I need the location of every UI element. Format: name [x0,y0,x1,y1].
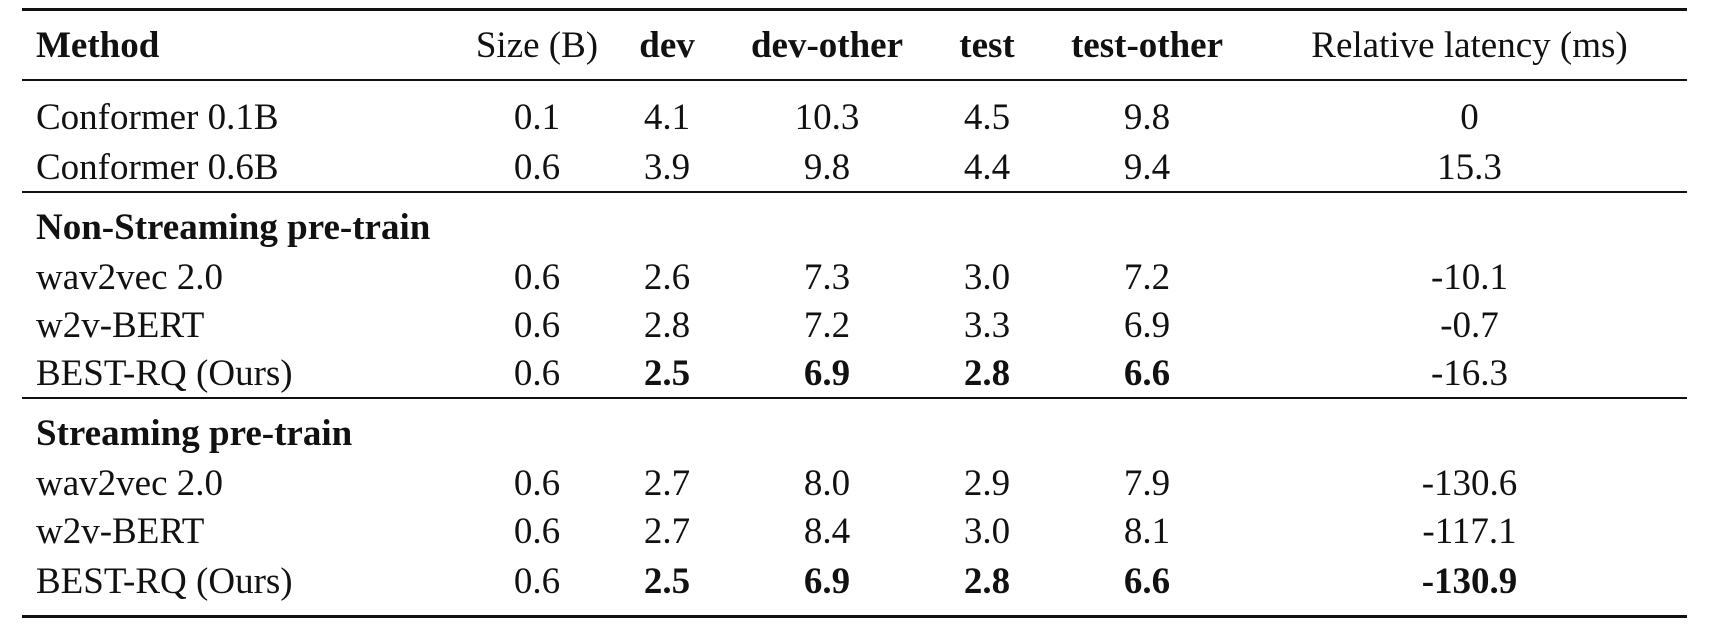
cell-relative-latency: -0.7 [1440,304,1499,346]
cell-test-other: 7.2 [1123,256,1171,298]
cell-size: 0.6 [513,560,561,602]
cell-test: 2.8 [963,560,1011,602]
cell-dev-other: 6.9 [803,560,851,602]
header-test-other: test-other [1070,24,1224,66]
cell-test-other: 8.1 [1123,510,1171,552]
table-body: Conformer 0.1B 0.1 4.1 10.3 4.5 9.8 0 Conformer… [22,80,1687,617]
cell-test: 4.5 [963,96,1011,138]
cell-relative-latency: -16.3 [1430,352,1509,394]
cell-relative-latency: -130.6 [1421,462,1518,504]
cell-relative-latency: -117.1 [1422,510,1517,552]
cell-dev-other: 7.3 [803,256,851,298]
cell-method: wav2vec 2.0 [36,462,223,504]
cell-method: w2v-BERT [36,304,205,346]
cell-size: 0.6 [513,304,561,346]
table-row: w2v-BERT 0.6 2.8 7.2 3.3 6.9 -0.7 [22,301,1687,349]
cell-size: 0.6 [513,352,561,394]
cell-dev: 3.9 [643,146,691,188]
cell-method: BEST-RQ (Ours) [36,560,293,602]
table-row: wav2vec 2.0 0.6 2.7 8.0 2.9 7.9 -130.6 [22,459,1687,507]
cell-test-other: 6.6 [1123,352,1171,394]
cell-test: 3.3 [963,304,1011,346]
cell-size: 0.6 [513,462,561,504]
section-title: Non-Streaming pre-train [36,206,431,248]
cell-relative-latency: -10.1 [1430,256,1509,298]
table-row: w2v-BERT 0.6 2.7 8.4 3.0 8.1 -117.1 [22,507,1687,555]
cell-relative-latency: 0 [1460,96,1479,138]
cell-test: 3.0 [963,510,1011,552]
cell-test-other: 9.4 [1123,146,1171,188]
header-dev: dev [639,24,695,66]
header-size: Size (B) [475,24,599,66]
cell-method: Conformer 0.6B [36,146,279,188]
header-method: Method [36,24,160,66]
cell-test-other: 6.6 [1123,560,1171,602]
cell-dev-other: 8.0 [803,462,851,504]
table-row: BEST-RQ (Ours) 0.6 2.5 6.9 2.8 6.6 -16.3 [22,349,1687,398]
table-row: BEST-RQ (Ours) 0.6 2.5 6.9 2.8 6.6 -130.9 [22,555,1687,617]
results-table: Method Size (B) dev dev-other test test-… [22,8,1687,618]
cell-dev: 2.7 [643,510,691,552]
section-title: Streaming pre-train [36,412,353,454]
cell-size: 0.6 [513,146,561,188]
cell-test: 2.9 [963,462,1011,504]
cell-dev: 2.7 [643,462,691,504]
cell-dev: 2.6 [643,256,691,298]
cell-test-other: 6.9 [1123,304,1171,346]
section-header-row: Streaming pre-train [22,398,1687,459]
cell-test: 3.0 [963,256,1011,298]
cell-relative-latency: -130.9 [1421,560,1518,602]
header-row: Method Size (B) dev dev-other test test-… [22,9,1687,81]
cell-test: 2.8 [963,352,1011,394]
results-table-container: Method Size (B) dev dev-other test test-… [22,8,1687,618]
section-header-row: Non-Streaming pre-train [22,192,1687,253]
cell-dev-other: 7.2 [803,304,851,346]
cell-dev: 4.1 [643,96,691,138]
cell-dev-other: 8.4 [803,510,851,552]
cell-dev: 2.5 [643,560,691,602]
cell-dev-other: 9.8 [803,146,851,188]
cell-size: 0.6 [513,256,561,298]
cell-test-other: 9.8 [1123,96,1171,138]
cell-dev: 2.5 [643,352,691,394]
cell-dev: 2.8 [643,304,691,346]
cell-method: BEST-RQ (Ours) [36,352,293,394]
cell-method: Conformer 0.1B [36,96,279,138]
header-relative-latency: Relative latency (ms) [1311,24,1628,66]
cell-test: 4.4 [963,146,1011,188]
cell-method: w2v-BERT [36,510,205,552]
cell-size: 0.1 [513,96,561,138]
table-row: Conformer 0.1B 0.1 4.1 10.3 4.5 9.8 0 [22,80,1687,143]
table-row: Conformer 0.6B 0.6 3.9 9.8 4.4 9.4 15.3 [22,143,1687,192]
header-test: test [959,24,1015,66]
table-row: wav2vec 2.0 0.6 2.6 7.3 3.0 7.2 -10.1 [22,253,1687,301]
cell-dev-other: 10.3 [794,96,860,138]
cell-size: 0.6 [513,510,561,552]
cell-dev-other: 6.9 [803,352,851,394]
header-dev-other: dev-other [750,24,904,66]
cell-test-other: 7.9 [1123,462,1171,504]
cell-method: wav2vec 2.0 [36,256,223,298]
cell-relative-latency: 15.3 [1437,146,1502,188]
